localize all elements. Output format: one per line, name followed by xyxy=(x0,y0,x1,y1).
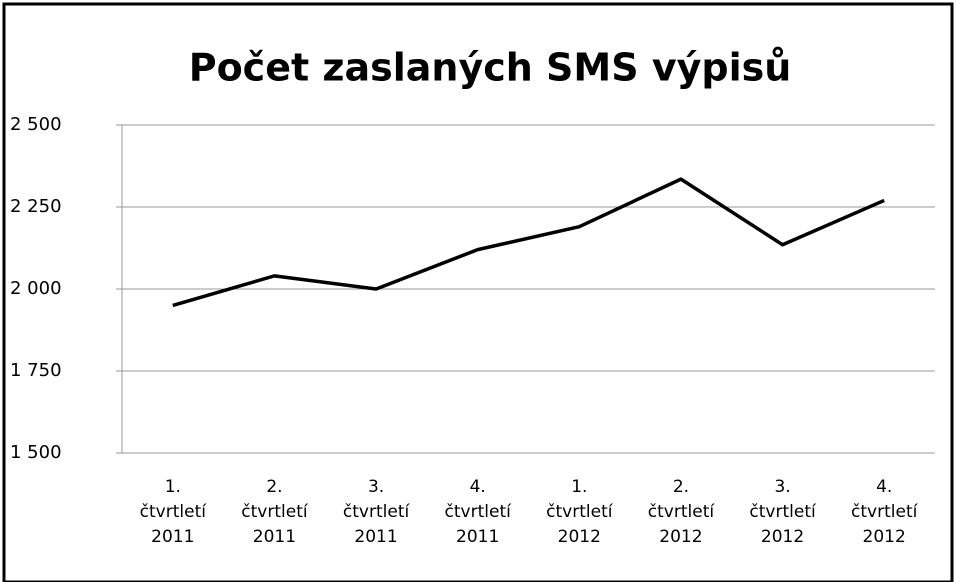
x-tick-label: 3. čtvrtletí 2012 xyxy=(749,477,816,547)
x-tick-label: 2. čtvrtletí 2012 xyxy=(647,477,715,547)
line xyxy=(172,177,885,308)
x-tick-label: 1. čtvrtletí 2012 xyxy=(546,477,613,547)
x-tick-label: 4. čtvrtletí 2012 xyxy=(851,477,918,547)
x-tick-label: 2. čtvrtletí 2011 xyxy=(241,477,308,547)
y-tick-label: 2 000 xyxy=(10,278,62,299)
y-tick-label: 1 500 xyxy=(10,442,62,463)
y-tick-label: 2 500 xyxy=(10,114,62,135)
chart-title: Počet zaslaných SMS výpisů xyxy=(189,46,792,90)
x-tick-label: 3. čtvrtletí 2011 xyxy=(342,477,410,547)
y-tick-label: 2 250 xyxy=(10,196,62,217)
x-tick-label: 1. čtvrtletí 2011 xyxy=(139,477,206,547)
x-tick-label: 4. čtvrtletí 2011 xyxy=(444,477,511,547)
y-tick-label: 1 750 xyxy=(10,360,62,381)
